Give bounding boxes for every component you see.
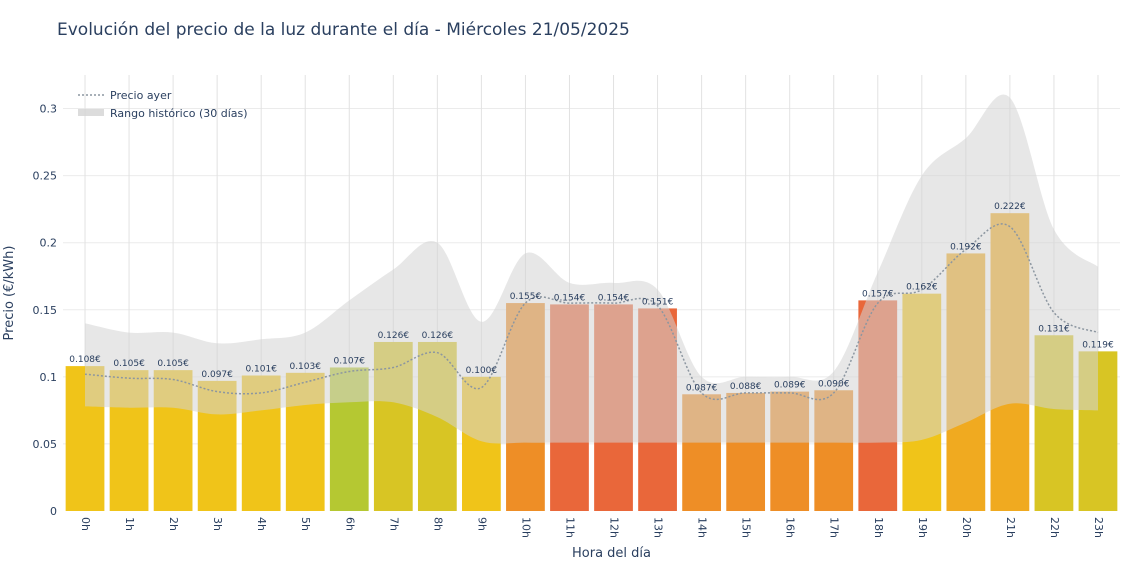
x-tick-label-21h: 21h [1004, 517, 1017, 538]
x-tick-label-14h: 14h [696, 517, 709, 538]
x-tick-label-22h: 22h [1048, 517, 1061, 538]
data-label-14h: 0.087€ [686, 383, 718, 393]
data-label-3h: 0.097€ [201, 370, 233, 380]
x-tick-label-13h: 13h [652, 517, 665, 538]
x-tick-label-5h: 5h [299, 517, 312, 531]
data-label-15h: 0.088€ [730, 382, 762, 392]
x-tick-label-7h: 7h [387, 517, 400, 531]
y-tick-label: 0.15 [33, 304, 58, 317]
historical-range-band [85, 94, 1098, 444]
data-label-12h: 0.154€ [598, 293, 630, 303]
data-label-17h: 0.090€ [818, 379, 850, 389]
data-label-21h: 0.222€ [994, 202, 1026, 212]
x-tick-label-16h: 16h [784, 517, 797, 538]
data-label-6h: 0.107€ [334, 356, 366, 366]
data-label-13h: 0.151€ [642, 297, 674, 307]
data-label-18h: 0.157€ [862, 289, 894, 299]
x-tick-label-20h: 20h [960, 517, 973, 538]
data-label-19h: 0.162€ [906, 283, 938, 293]
x-tick-label-0h: 0h [79, 517, 92, 531]
chart-title: Evolución del precio de la luz durante e… [57, 20, 630, 40]
x-tick-label-11h: 11h [563, 517, 576, 538]
x-tick-label-4h: 4h [255, 517, 268, 531]
x-tick-label-19h: 19h [916, 517, 929, 538]
data-label-2h: 0.105€ [157, 359, 189, 369]
legend-label: Precio ayer [110, 89, 172, 102]
x-tick-label-3h: 3h [211, 517, 224, 531]
data-label-0h: 0.108€ [69, 355, 101, 365]
x-tick-label-17h: 17h [828, 517, 841, 538]
x-tick-label-9h: 9h [475, 517, 488, 531]
data-label-11h: 0.154€ [554, 293, 586, 303]
y-tick-label: 0.3 [40, 103, 58, 116]
legend: Precio ayer Rango histórico (30 días) [78, 89, 248, 120]
x-tick-label-1h: 1h [123, 517, 136, 531]
y-tick-label: 0.1 [40, 371, 58, 384]
data-label-22h: 0.131€ [1038, 324, 1070, 334]
y-tick-label: 0 [50, 505, 57, 518]
x-tick-label-2h: 2h [167, 517, 180, 531]
data-label-16h: 0.089€ [774, 381, 806, 391]
legend-band-icon [78, 109, 104, 116]
data-label-9h: 0.100€ [466, 366, 498, 376]
x-tick-label-10h: 10h [519, 517, 532, 538]
yesterday-price-line [84, 223, 1099, 401]
data-label-8h: 0.126€ [422, 331, 454, 341]
x-tick-label-12h: 12h [608, 517, 621, 538]
x-tick-label-18h: 18h [872, 517, 885, 538]
data-label-4h: 0.101€ [245, 365, 277, 375]
x-tick-label-15h: 15h [740, 517, 753, 538]
data-label-1h: 0.105€ [113, 359, 145, 369]
y-tick-label: 0.05 [33, 438, 58, 451]
y-tick-label: 0.25 [33, 170, 58, 183]
data-label-7h: 0.126€ [378, 331, 410, 341]
x-tick-label-8h: 8h [431, 517, 444, 531]
y-tick-label: 0.2 [40, 237, 58, 250]
data-label-20h: 0.192€ [950, 242, 982, 252]
x-tick-label-6h: 6h [343, 517, 356, 531]
y-axis-title: Precio (€/kWh) [2, 246, 17, 341]
legend-label: Rango histórico (30 días) [110, 107, 248, 120]
x-tick-label-23h: 23h [1092, 517, 1105, 538]
data-label-10h: 0.155€ [510, 292, 542, 302]
x-axis-title: Hora del día [572, 546, 651, 561]
data-label-5h: 0.103€ [289, 362, 321, 372]
data-label-23h: 0.119€ [1082, 340, 1114, 350]
